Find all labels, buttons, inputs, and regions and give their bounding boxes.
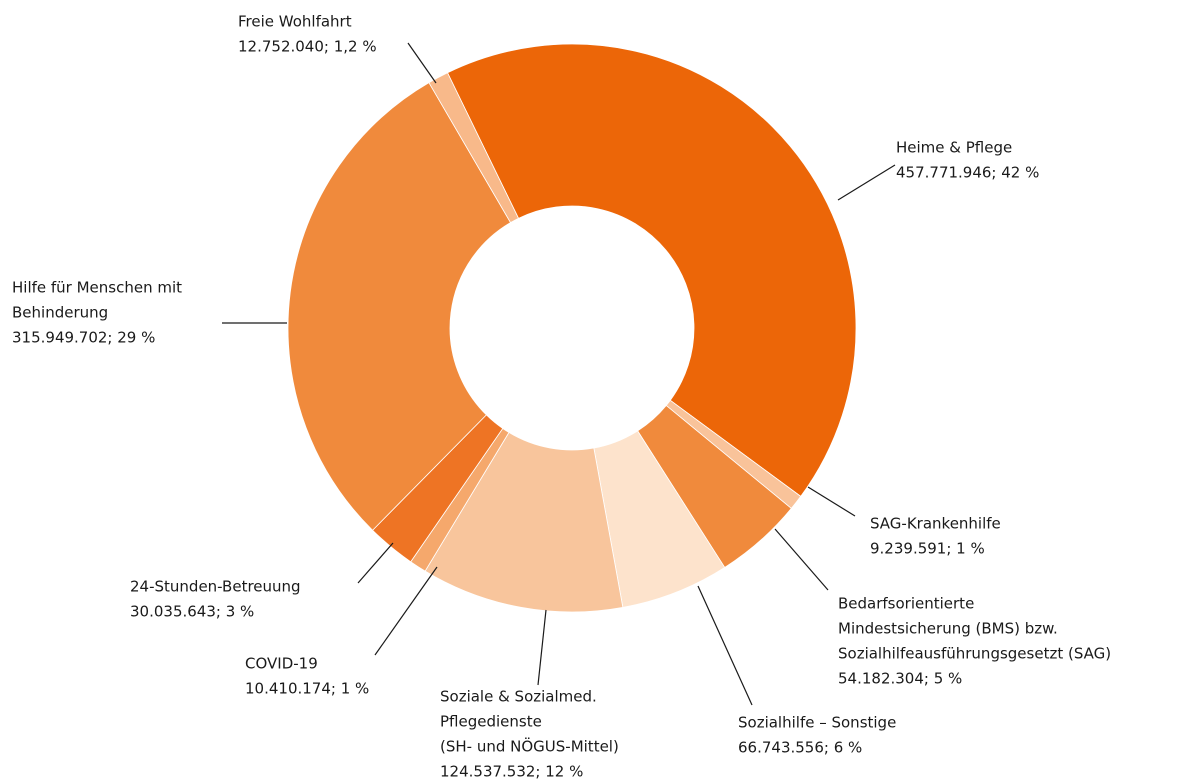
- value-label: 9.239.591; 1 %: [870, 540, 985, 558]
- category-label: SAG-Krankenhilfe: [870, 515, 1001, 533]
- category-label: Heime & Pflege: [896, 139, 1012, 157]
- category-label: Bedarfsorientierte: [838, 595, 974, 613]
- value-label: 315.949.702; 29 %: [12, 329, 155, 347]
- category-label: Sozialhilfeausführungsgesetzt (SAG): [838, 645, 1111, 663]
- category-label: Mindestsicherung (BMS) bzw.: [838, 620, 1058, 638]
- leader-lines: [222, 42, 896, 706]
- value-label: 457.771.946; 42 %: [896, 164, 1039, 182]
- category-label: Pflegedienste: [440, 713, 542, 731]
- value-label: 12.752.040; 1,2 %: [238, 38, 377, 56]
- category-label: Sozialhilfe – Sonstige: [738, 714, 896, 732]
- leader-line: [697, 585, 753, 706]
- category-label: (SH- und NÖGUS-Mittel): [440, 737, 619, 756]
- category-label: Freie Wohlfahrt: [238, 13, 352, 31]
- donut-segment: [446, 43, 857, 497]
- value-label: 30.035.643; 3 %: [130, 603, 254, 621]
- leader-line: [357, 542, 394, 584]
- value-label: 10.410.174; 1 %: [245, 680, 369, 698]
- leader-line: [807, 486, 856, 517]
- leader-line: [407, 42, 437, 84]
- leader-line: [774, 528, 829, 591]
- donut-segment: [428, 72, 520, 224]
- value-label: 66.743.556; 6 %: [738, 739, 862, 757]
- leader-line: [837, 164, 896, 201]
- leader-line: [374, 566, 438, 656]
- category-label: Hilfe für Menschen mit: [12, 279, 182, 297]
- value-label: 54.182.304; 5 %: [838, 670, 962, 688]
- value-label: 124.537.532; 12 %: [440, 763, 583, 781]
- category-label: Soziale & Sozialmed.: [440, 688, 597, 706]
- category-label: COVID-19: [245, 655, 318, 673]
- category-label: Behinderung: [12, 304, 108, 322]
- donut-segment: [287, 82, 512, 531]
- category-label: 24-Stunden-Betreuung: [130, 578, 301, 596]
- leader-line: [537, 609, 547, 686]
